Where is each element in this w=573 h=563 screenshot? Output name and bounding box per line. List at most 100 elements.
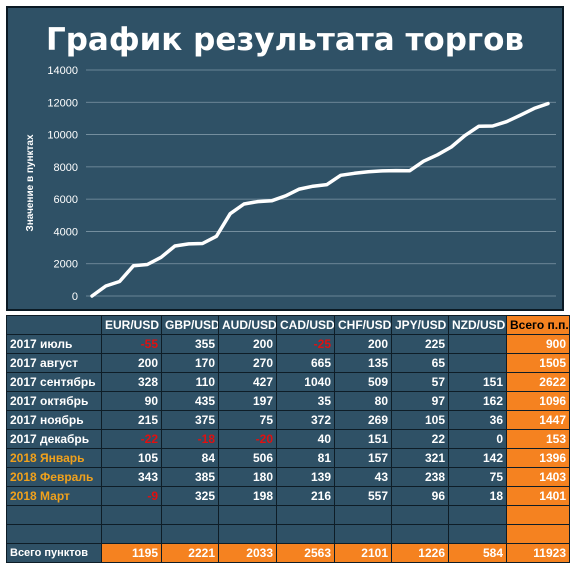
row-total — [507, 506, 570, 525]
row-label: 2017 октябрь — [7, 392, 102, 411]
table-cell: 90 — [102, 392, 162, 411]
table-cell: 105 — [102, 449, 162, 468]
empty-row — [7, 506, 570, 525]
table-cell: 97 — [392, 392, 449, 411]
table-cell: 509 — [335, 373, 392, 392]
table-cell — [392, 506, 449, 525]
column-header: JPY/USD — [392, 316, 449, 335]
table-cell: 65 — [392, 354, 449, 373]
column-header: EUR/USD — [102, 316, 162, 335]
table-cell — [449, 335, 507, 354]
table-cell — [7, 525, 102, 544]
row-label: 2017 ноябрь — [7, 411, 102, 430]
table-cell — [162, 506, 219, 525]
table-cell — [7, 506, 102, 525]
column-header: AUD/USD — [219, 316, 277, 335]
table-cell: 198 — [219, 487, 277, 506]
table-cell: 110 — [162, 373, 219, 392]
table-cell: 321 — [392, 449, 449, 468]
table-cell — [449, 525, 507, 544]
y-tick-label: 8000 — [54, 162, 78, 174]
y-tick-label: 14000 — [47, 65, 78, 77]
table-cell: 216 — [277, 487, 335, 506]
y-tick-label: 10000 — [47, 130, 78, 142]
table-cell: 43 — [335, 468, 392, 487]
column-header: GBP/USD — [162, 316, 219, 335]
table-cell: 665 — [277, 354, 335, 373]
table-cell: 375 — [162, 411, 219, 430]
column-header: CAD/USD — [277, 316, 335, 335]
sum-cell: 1226 — [392, 544, 449, 563]
table-cell: 157 — [335, 449, 392, 468]
sum-label: Всего пунктов — [7, 544, 102, 563]
table-cell: 0 — [449, 430, 507, 449]
table-cell: 269 — [335, 411, 392, 430]
row-label: 2018 Январь — [7, 449, 102, 468]
table-cell: -55 — [102, 335, 162, 354]
table-cell: 22 — [392, 430, 449, 449]
table-cell: 215 — [102, 411, 162, 430]
y-tick-label: 0 — [72, 291, 78, 303]
table-cell — [102, 506, 162, 525]
table-cell: 427 — [219, 373, 277, 392]
y-tick-label: 6000 — [54, 194, 78, 206]
row-total: 2622 — [507, 373, 570, 392]
table-cell: 75 — [449, 468, 507, 487]
line-chart: 02000400060008000100001200014000Значение… — [8, 8, 562, 309]
row-label: 2018 Февраль — [7, 468, 102, 487]
sum-total: 11923 — [507, 544, 570, 563]
table-cell: -9 — [102, 487, 162, 506]
y-tick-label: 4000 — [54, 226, 78, 238]
row-total: 1396 — [507, 449, 570, 468]
table-cell — [335, 525, 392, 544]
table-cell: 81 — [277, 449, 335, 468]
table-cell: 200 — [219, 335, 277, 354]
column-header — [7, 316, 102, 335]
table-cell: 180 — [219, 468, 277, 487]
table-cell: 105 — [392, 411, 449, 430]
table-cell: 372 — [277, 411, 335, 430]
table-cell: 225 — [392, 335, 449, 354]
row-total: 1505 — [507, 354, 570, 373]
table-cell — [162, 525, 219, 544]
table-cell: 506 — [219, 449, 277, 468]
row-label: 2017 декабрь — [7, 430, 102, 449]
row-total: 1401 — [507, 487, 570, 506]
table-cell: 1040 — [277, 373, 335, 392]
table-cell: 197 — [219, 392, 277, 411]
table-cell — [277, 506, 335, 525]
sum-cell: 2033 — [219, 544, 277, 563]
table-cell: 36 — [449, 411, 507, 430]
table-cell: 151 — [449, 373, 507, 392]
row-total: 153 — [507, 430, 570, 449]
empty-row — [7, 525, 570, 544]
row-total: 1096 — [507, 392, 570, 411]
sum-cell: 2563 — [277, 544, 335, 563]
y-axis-label: Значение в пунктах — [25, 134, 36, 232]
table-cell — [392, 525, 449, 544]
column-header: NZD/USD — [449, 316, 507, 335]
table-cell — [102, 525, 162, 544]
table-cell: 18 — [449, 487, 507, 506]
table-cell — [449, 354, 507, 373]
row-total — [507, 525, 570, 544]
table-cell — [277, 525, 335, 544]
table-cell: 270 — [219, 354, 277, 373]
table-cell: 151 — [335, 430, 392, 449]
row-total: 1447 — [507, 411, 570, 430]
table-cell: -22 — [102, 430, 162, 449]
table-cell: 435 — [162, 392, 219, 411]
table-cell — [449, 506, 507, 525]
table-cell: 162 — [449, 392, 507, 411]
